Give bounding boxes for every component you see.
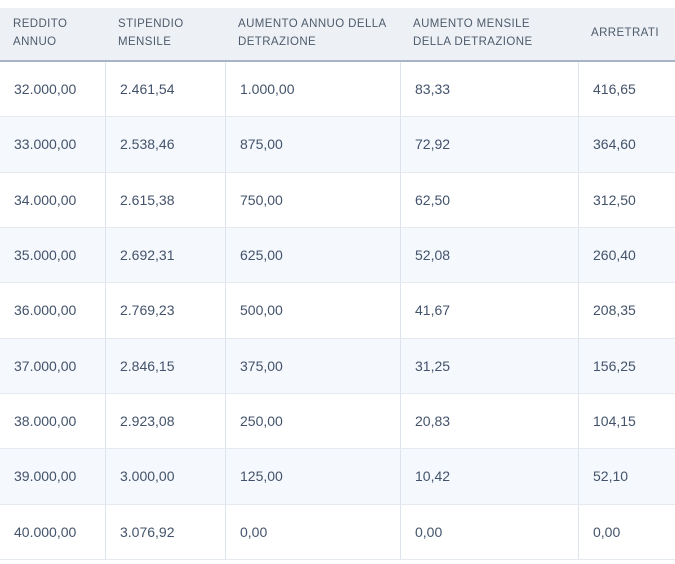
table-cell: 875,00 <box>225 117 400 172</box>
column-header-aumento-annuo-detrazione: AUMENTO ANNUO DELLA DETRAZIONE <box>238 18 386 48</box>
table-cell: 0,00 <box>400 504 578 559</box>
table-cell: 35.000,00 <box>14 247 77 264</box>
table-cell: 34.000,00 <box>14 191 77 208</box>
table-body: 32.000,00 2.461,54 1.000,00 83,33 416,65 33.0… <box>0 62 675 560</box>
table-cell: 2.923,08 <box>105 393 225 449</box>
table-cell: 52,10 <box>578 449 675 504</box>
table-cell: 312,50 <box>578 172 675 227</box>
table-cell: 72,92 <box>400 117 578 172</box>
table-row: 40.000,00 3.076,92 0,00 0,00 0,00 <box>0 504 675 560</box>
column-header-aumento-mensile-detrazione: AUMENTO MENSILE DELLA DETRAZIONE <box>413 18 533 48</box>
table-cell: 33.000,00 <box>14 136 77 153</box>
table-cell: 83,33 <box>400 62 578 117</box>
column-header-reddito-annuo: REDDITO ANNUO <box>13 18 68 48</box>
table-cell: 62,50 <box>400 172 578 227</box>
table-cell: 52,08 <box>400 227 578 283</box>
column-header-stipendio-mensile: STIPENDIO MENSILE <box>118 18 184 48</box>
table-cell: 31,25 <box>400 338 578 393</box>
detrazione-table: REDDITO ANNUO STIPENDIO MENSILE AUMENTO … <box>0 8 675 560</box>
table-cell: 2.846,15 <box>105 338 225 393</box>
table-cell: 3.076,92 <box>105 504 225 559</box>
table-cell: 104,15 <box>578 393 675 449</box>
table-cell: 375,00 <box>225 338 400 393</box>
table-cell: 1.000,00 <box>225 62 400 117</box>
table-cell: 416,65 <box>578 62 675 117</box>
table-cell: 2.615,38 <box>105 172 225 227</box>
table-cell: 625,00 <box>225 227 400 283</box>
table-cell: 2.461,54 <box>105 62 225 117</box>
column-header-arretrati: ARRETRATI <box>591 27 659 40</box>
table-cell: 500,00 <box>225 283 400 338</box>
table-row: 33.000,00 2.538,46 875,00 72,92 364,60 <box>0 117 675 173</box>
table-cell: 156,25 <box>578 338 675 393</box>
table-cell: 125,00 <box>225 449 400 504</box>
table-cell: 2.538,46 <box>105 117 225 172</box>
table-row: 32.000,00 2.461,54 1.000,00 83,33 416,65 <box>0 62 675 118</box>
table-cell: 40.000,00 <box>14 523 77 540</box>
table-cell: 364,60 <box>578 117 675 172</box>
table-row: 38.000,00 2.923,08 250,00 20,83 104,15 <box>0 393 675 450</box>
table-row: 36.000,00 2.769,23 500,00 41,67 208,35 <box>0 283 675 339</box>
table-cell: 0,00 <box>578 504 675 559</box>
table-cell: 750,00 <box>225 172 400 227</box>
table-cell: 36.000,00 <box>14 302 77 319</box>
table-row: 37.000,00 2.846,15 375,00 31,25 156,25 <box>0 338 675 394</box>
table-cell: 0,00 <box>225 504 400 559</box>
table-cell: 2.769,23 <box>105 283 225 338</box>
table-row: 39.000,00 3.000,00 125,00 10,42 52,10 <box>0 449 675 505</box>
table-header-row: REDDITO ANNUO STIPENDIO MENSILE AUMENTO … <box>0 8 675 62</box>
table-cell: 32.000,00 <box>14 81 77 98</box>
table-row: 34.000,00 2.615,38 750,00 62,50 312,50 <box>0 172 675 228</box>
table-cell: 208,35 <box>578 283 675 338</box>
table-cell: 10,42 <box>400 449 578 504</box>
table-cell: 38.000,00 <box>14 413 77 430</box>
table-cell: 39.000,00 <box>14 468 77 485</box>
table-cell: 20,83 <box>400 393 578 449</box>
table-cell: 250,00 <box>225 393 400 449</box>
table-cell: 37.000,00 <box>14 357 77 374</box>
table-cell: 2.692,31 <box>105 227 225 283</box>
table-row: 35.000,00 2.692,31 625,00 52,08 260,40 <box>0 227 675 284</box>
table-cell: 41,67 <box>400 283 578 338</box>
table-cell: 3.000,00 <box>105 449 225 504</box>
table-cell: 260,40 <box>578 227 675 283</box>
